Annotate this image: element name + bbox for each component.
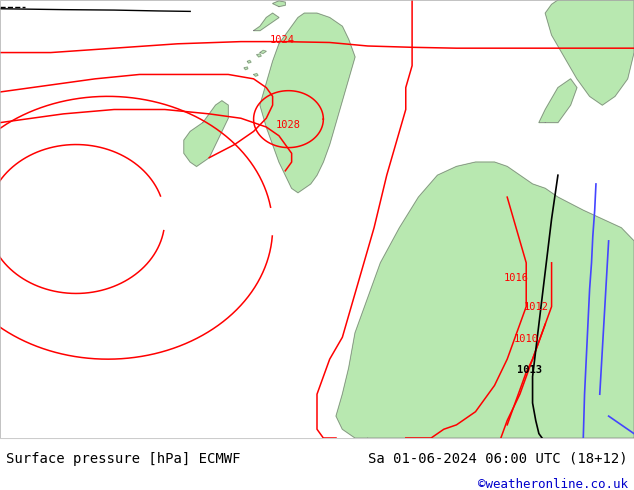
Polygon shape	[260, 50, 266, 53]
Polygon shape	[545, 0, 634, 105]
Text: 1010: 1010	[514, 335, 539, 344]
Text: 1012: 1012	[523, 302, 548, 312]
Polygon shape	[336, 162, 634, 438]
Text: 1028: 1028	[276, 120, 301, 130]
Text: 1013: 1013	[517, 365, 542, 375]
Polygon shape	[273, 1, 285, 6]
Polygon shape	[184, 101, 228, 167]
Text: Sa 01-06-2024 06:00 UTC (18+12): Sa 01-06-2024 06:00 UTC (18+12)	[368, 452, 628, 466]
Text: Surface pressure [hPa] ECMWF: Surface pressure [hPa] ECMWF	[6, 452, 241, 466]
Text: 1024: 1024	[269, 35, 295, 45]
Polygon shape	[254, 74, 258, 76]
Text: 1016: 1016	[504, 273, 529, 283]
Polygon shape	[539, 79, 577, 122]
Polygon shape	[257, 54, 261, 57]
Polygon shape	[254, 13, 279, 31]
Polygon shape	[247, 60, 251, 63]
Text: ©weatheronline.co.uk: ©weatheronline.co.uk	[477, 478, 628, 490]
Polygon shape	[244, 67, 248, 70]
Polygon shape	[260, 13, 355, 193]
